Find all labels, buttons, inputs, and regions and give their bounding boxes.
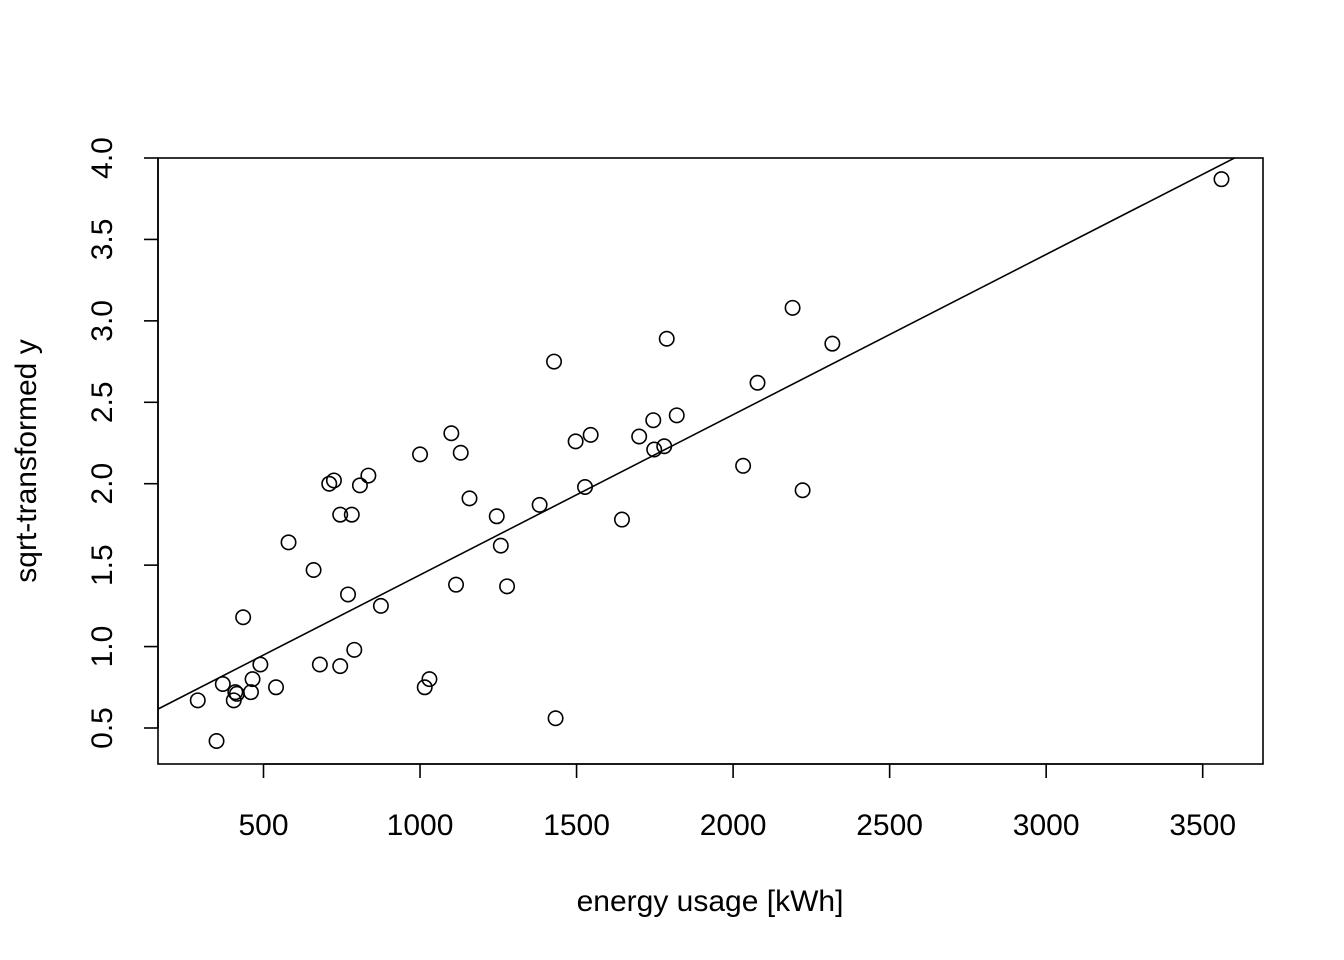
y-tick-label: 1.0 — [86, 626, 119, 668]
data-point — [372, 597, 389, 614]
data-point — [346, 641, 363, 658]
data-point — [305, 562, 322, 579]
data-point — [1213, 171, 1230, 188]
x-tick-label: 3000 — [1013, 809, 1080, 842]
data-point — [351, 477, 368, 494]
y-tick-label: 1.5 — [86, 544, 119, 586]
data-point — [461, 490, 478, 507]
data-point — [656, 438, 673, 455]
y-tick-label: 3.0 — [86, 300, 119, 342]
data-point — [499, 578, 516, 595]
y-axis: 0.5 1.0 1.5 2.0 2.5 3.0 3.5 4.0 — [86, 137, 159, 749]
data-point — [340, 586, 357, 603]
data-point — [631, 428, 648, 445]
data-point — [658, 330, 675, 347]
data-point — [252, 656, 269, 673]
y-tick-label: 4.0 — [86, 137, 119, 179]
data-point — [546, 353, 563, 370]
data-point — [547, 710, 564, 727]
data-point — [325, 472, 342, 489]
x-axis: 500 1000 1500 2000 2500 3000 3500 — [238, 763, 1236, 842]
x-tick-label: 3500 — [1169, 809, 1236, 842]
data-point — [214, 676, 231, 693]
regression-line — [158, 158, 1237, 710]
data-point — [488, 508, 505, 525]
data-point — [668, 407, 685, 424]
data-point — [531, 496, 548, 513]
data-point — [784, 299, 801, 316]
data-point — [646, 441, 663, 458]
data-point — [332, 506, 349, 523]
data-point — [244, 671, 261, 688]
fit-line-layer — [158, 158, 1237, 710]
data-point — [443, 425, 460, 442]
data-point — [321, 475, 338, 492]
data-points — [189, 171, 1230, 750]
data-point — [343, 506, 360, 523]
y-tick-label: 3.5 — [86, 219, 119, 261]
data-point — [824, 335, 841, 352]
data-point — [360, 467, 377, 484]
data-point — [280, 534, 297, 551]
x-tick-label: 500 — [238, 809, 288, 842]
x-tick-label: 1500 — [543, 809, 610, 842]
data-point — [268, 679, 285, 696]
data-point — [332, 658, 349, 675]
data-point — [613, 511, 630, 528]
data-point — [582, 426, 599, 443]
y-tick-label: 0.5 — [86, 707, 119, 749]
plot-frame — [157, 157, 1264, 765]
data-point — [735, 457, 752, 474]
data-point — [448, 576, 465, 593]
data-point — [645, 412, 662, 429]
data-point — [412, 446, 429, 463]
data-point — [577, 478, 594, 495]
data-point — [749, 374, 766, 391]
y-axis-label: sqrt-transformed y — [10, 339, 43, 582]
data-point — [421, 671, 438, 688]
data-point — [208, 733, 225, 750]
y-tick-label: 2.5 — [86, 381, 119, 423]
data-point — [416, 679, 433, 696]
y-tick-label: 2.0 — [86, 463, 119, 505]
x-tick-label: 2500 — [856, 809, 923, 842]
data-point — [311, 656, 328, 673]
x-axis-label: energy usage [kWh] — [577, 885, 844, 918]
data-point — [242, 684, 259, 701]
x-tick-label: 2000 — [700, 809, 767, 842]
data-point — [567, 433, 584, 450]
data-point — [492, 537, 509, 554]
data-point — [227, 684, 244, 701]
data-point — [452, 444, 469, 461]
data-point — [794, 482, 811, 499]
data-point — [189, 692, 206, 709]
data-point — [235, 609, 252, 626]
x-tick-label: 1000 — [387, 809, 454, 842]
